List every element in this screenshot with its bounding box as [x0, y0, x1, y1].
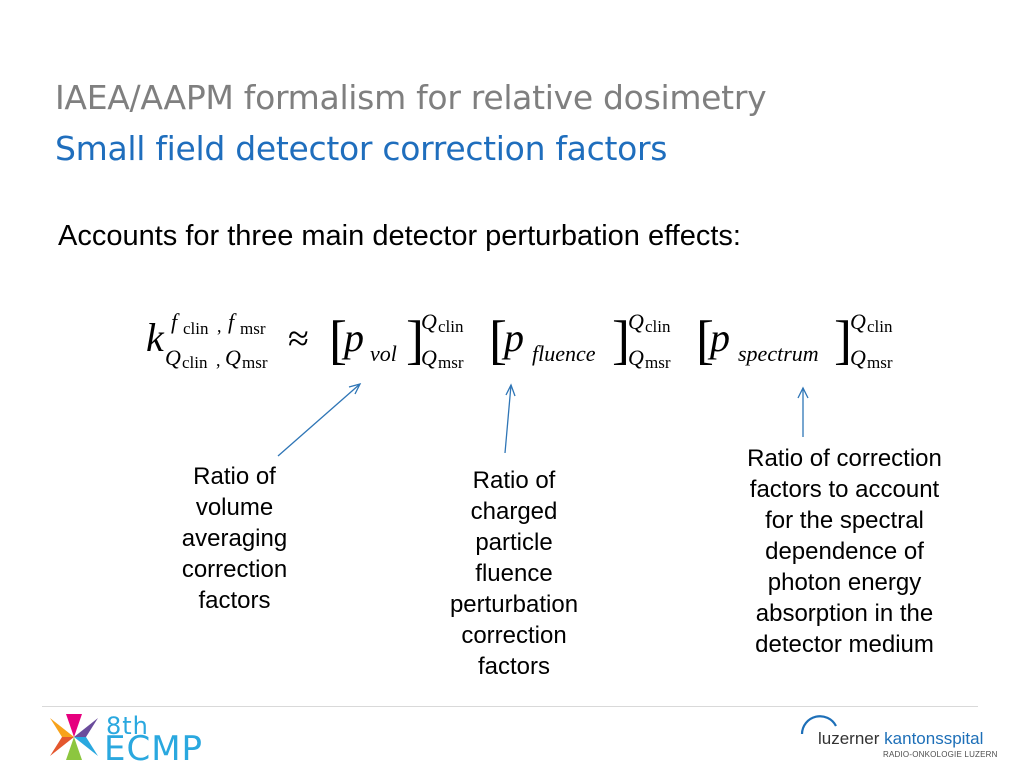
eq-q-fluence-lower-sub: msr [645, 353, 671, 372]
eq-q-vol-lower-sub: msr [438, 353, 464, 372]
eq-rbracket-spectrum: ] [834, 310, 852, 370]
annotation-fluence-line: perturbation [449, 591, 579, 618]
eq-lbracket-spectrum: [ [696, 310, 714, 370]
annotation-vol-line: averaging [181, 525, 288, 552]
annotation-fluence-line: factors [477, 653, 551, 680]
eq-q-fluence-lower: Q [628, 345, 644, 370]
annotation-spectrum-line: for the spectral [765, 507, 924, 534]
eq-q-clin-lower: Q [165, 345, 181, 370]
eq-q-fluence-upper-sub: clin [645, 317, 671, 336]
annotation-spectrum-line: Ratio of correction [747, 445, 942, 472]
arrow-vol [277, 383, 361, 457]
eq-f-msr-sub: msr [240, 319, 266, 338]
annotation-spectrum: Ratio of correction factors to account f… [722, 443, 967, 660]
annotation-vol-line: volume [195, 494, 274, 521]
eq-rbracket-vol: ] [406, 310, 424, 370]
annotation-fluence-line: Ratio of [472, 467, 556, 494]
eq-k: k [146, 315, 165, 360]
annotation-spectrum-line: dependence of [765, 538, 924, 565]
eq-lbracket-vol: [ [329, 310, 347, 370]
conference-edition: 8th [106, 712, 149, 740]
eq-comma-2: , [216, 350, 221, 370]
intro-text: Accounts for three main detector perturb… [58, 220, 741, 252]
eq-p-vol: p [341, 315, 364, 360]
annotation-vol-line: correction [181, 556, 288, 583]
ecmp-star-icon [50, 714, 98, 760]
eq-p-vol-sub: vol [370, 341, 397, 366]
hospital-name-part1: luzerner [818, 729, 880, 748]
lks-arc-icon [800, 715, 837, 735]
arrow-spectrum-head [797, 386, 809, 399]
eq-q-msr-lower: Q [225, 345, 241, 370]
annotation-spectrum-line: absorption in the [755, 600, 934, 627]
annotation-spectrum-line: photon energy [767, 569, 922, 596]
eq-q-vol-upper-sub: clin [438, 317, 464, 336]
annotation-fluence-line: fluence [475, 560, 553, 587]
eq-q-msr-lower-sub: msr [242, 353, 268, 372]
annotation-fluence-line: correction [461, 622, 567, 649]
eq-q-fluence-upper: Q [628, 309, 644, 334]
eq-p-spectrum-sub: spectrum [738, 341, 819, 366]
eq-f-msr: f [228, 309, 237, 334]
hospital-name: luzerner kantonsspital [818, 729, 983, 749]
footer-divider [42, 706, 978, 707]
annotation-spectrum-line: detector medium [755, 631, 934, 658]
annotation-fluence: Ratio of charged particle fluence pertur… [428, 465, 600, 682]
annotation-vol-line: factors [198, 587, 271, 614]
annotation-spectrum-line: factors to account [749, 476, 940, 503]
eq-q-spectrum-upper-sub: clin [867, 317, 893, 336]
eq-q-spectrum-lower-sub: msr [867, 353, 893, 372]
conference-name: ECMP [104, 729, 204, 769]
correction-factor-equation: k f clin , f msr Q clin , Q msr ≈ [ p vo… [146, 309, 893, 457]
hospital-department: RADIO-ONKOLOGIE LUZERN [883, 750, 998, 759]
annotation-vol: Ratio of volume averaging correction fac… [152, 461, 317, 616]
hospital-name-part2: kantonsspital [884, 729, 984, 748]
eq-p-fluence: p [501, 315, 524, 360]
arrow-fluence-head [505, 383, 516, 397]
annotation-fluence-line: particle [475, 529, 553, 556]
eq-q-vol-lower: Q [421, 345, 437, 370]
eq-f-clin: f [171, 309, 180, 334]
eq-q-spectrum-lower: Q [850, 345, 866, 370]
eq-q-vol-upper: Q [421, 309, 437, 334]
eq-q-spectrum-upper: Q [850, 309, 866, 334]
eq-rbracket-fluence: ] [612, 310, 630, 370]
eq-f-clin-sub: clin [183, 319, 209, 338]
eq-q-clin-lower-sub: clin [182, 353, 208, 372]
title-line-2: Small field detector correction factors [55, 129, 668, 168]
annotation-fluence-line: charged [470, 498, 558, 525]
eq-p-spectrum: p [707, 315, 730, 360]
eq-comma-1: , [217, 316, 222, 336]
arrow-fluence [504, 384, 512, 454]
eq-approx: ≈ [288, 318, 309, 360]
arrow-vol-head [348, 382, 362, 395]
annotation-vol-line: Ratio of [193, 463, 276, 490]
title-line-1: IAEA/AAPM formalism for relative dosimet… [55, 78, 767, 117]
eq-lbracket-fluence: [ [489, 310, 507, 370]
eq-p-fluence-sub: fluence [532, 341, 596, 366]
